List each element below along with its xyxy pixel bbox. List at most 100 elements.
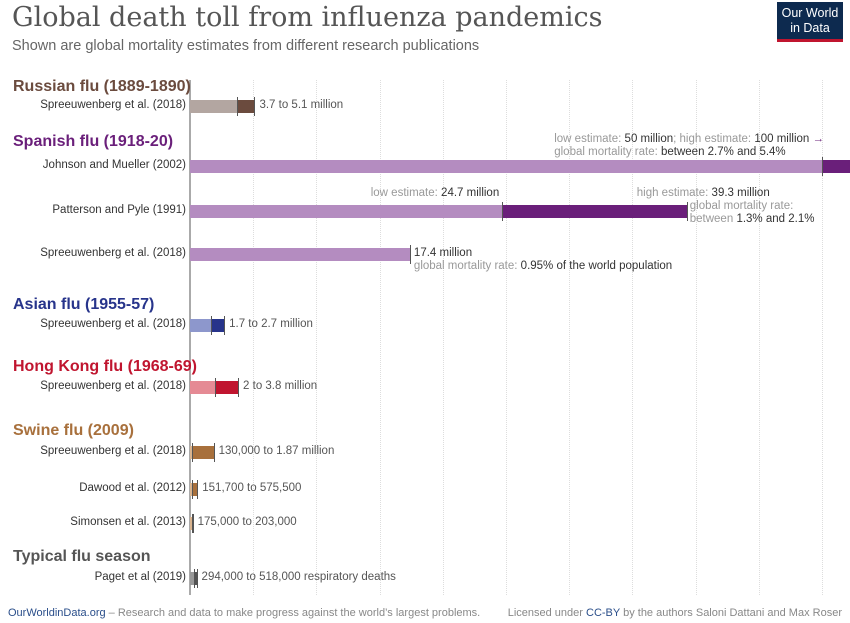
rate-value: 0.95% of the world population bbox=[520, 260, 673, 272]
row-label: Dawood et al. (2012) bbox=[79, 482, 186, 494]
gridline bbox=[506, 80, 507, 595]
bar-low bbox=[190, 248, 410, 261]
bar-low bbox=[190, 160, 822, 173]
value-label: 130,000 to 1.87 million bbox=[218, 445, 335, 457]
bar-range bbox=[211, 319, 225, 332]
high-annotation: high estimate: 39.3 million bbox=[637, 187, 770, 200]
tick-low bbox=[236, 97, 238, 116]
tick-high bbox=[409, 245, 411, 264]
value-annotation: 17.4 million global mortality rate: 0.95%… bbox=[414, 247, 672, 273]
bar-range bbox=[191, 446, 214, 459]
tick-high bbox=[238, 378, 240, 397]
rate-value: between 2.7% and 5.4% bbox=[660, 146, 786, 158]
arrow-right-icon: → bbox=[812, 133, 825, 145]
bar-range bbox=[236, 100, 255, 113]
value-label: 151,700 to 575,500 bbox=[202, 482, 302, 494]
gridline bbox=[379, 80, 381, 595]
value-label: 294,000 to 518,000 respiratory deaths bbox=[201, 571, 396, 583]
high-key: ; high estimate: bbox=[673, 133, 755, 145]
row-label: Paget et al (2019) bbox=[94, 571, 186, 583]
high-key: high estimate: bbox=[636, 187, 712, 199]
row-label: Johnson and Mueller (2002) bbox=[42, 159, 186, 171]
row-label: Spreeuwenberg et al. (2018) bbox=[40, 99, 186, 111]
bar-low bbox=[190, 381, 216, 394]
bar-low bbox=[190, 319, 212, 332]
group-label: Russian flu (1889-1890) bbox=[13, 78, 191, 95]
group-label: Swine flu (2009) bbox=[13, 422, 134, 439]
bar-range bbox=[193, 572, 197, 585]
bar-range bbox=[191, 483, 198, 496]
bar-low bbox=[190, 205, 503, 218]
tick-high bbox=[213, 443, 215, 462]
tick-low bbox=[211, 316, 213, 335]
row-label: Spreeuwenberg et al. (2018) bbox=[40, 380, 186, 392]
low-key: low estimate: bbox=[554, 133, 625, 145]
group-label: Asian flu (1955-57) bbox=[13, 296, 155, 313]
value-label: 1.7 to 2.7 million bbox=[229, 318, 313, 330]
tick-low bbox=[502, 202, 504, 221]
axis-line bbox=[189, 80, 191, 595]
chart-subtitle: Shown are global mortality estimates fro… bbox=[12, 38, 480, 54]
footer-right: Licensed under CC-BY by the authors Salo… bbox=[508, 607, 842, 619]
value-label: 3.7 to 5.1 million bbox=[259, 99, 344, 111]
gridline bbox=[253, 80, 255, 595]
high-value: 39.3 million bbox=[711, 187, 770, 199]
bar-low bbox=[190, 100, 237, 113]
row-label: Simonsen et al. (2013) bbox=[70, 516, 186, 528]
license-post: by the authors Saloni Dattani and Max Ro… bbox=[620, 607, 842, 619]
tick-low bbox=[191, 480, 193, 499]
row-label: Spreeuwenberg et al. (2018) bbox=[40, 247, 186, 259]
low-annotation: low estimate: 24.7 million bbox=[371, 187, 499, 200]
gridline bbox=[442, 80, 444, 595]
high-value: 100 million bbox=[754, 133, 810, 145]
row-label: Patterson and Pyle (1991) bbox=[52, 204, 186, 216]
rate-annotation: global mortality rate: between 1.3% and 2… bbox=[690, 200, 815, 226]
tick-high bbox=[197, 480, 199, 499]
tick-high bbox=[192, 514, 194, 533]
rate-key: global mortality rate: bbox=[413, 260, 521, 272]
owid-logo[interactable]: Our World in Data bbox=[777, 2, 843, 42]
site-link[interactable]: OurWorldinData.org bbox=[8, 607, 106, 619]
tick-high bbox=[686, 202, 688, 221]
bar-low bbox=[190, 517, 193, 530]
tick-high bbox=[224, 316, 226, 335]
tick-high bbox=[254, 97, 256, 116]
rate-key-2: between bbox=[689, 213, 737, 225]
bar-low bbox=[190, 483, 192, 496]
rate-key: global mortality rate: bbox=[554, 146, 661, 158]
bar-low bbox=[190, 446, 192, 459]
low-value: 24.7 million bbox=[441, 187, 500, 199]
value: 17.4 million bbox=[413, 247, 473, 259]
bar-range bbox=[502, 205, 687, 218]
gridline bbox=[632, 80, 634, 595]
gridline bbox=[758, 80, 760, 595]
tick-low bbox=[215, 378, 217, 397]
tick-low bbox=[191, 443, 193, 462]
tick-low bbox=[822, 157, 823, 176]
value-label: 175,000 to 203,000 bbox=[197, 516, 297, 528]
row-label: Spreeuwenberg et al. (2018) bbox=[40, 445, 186, 457]
group-label: Spanish flu (1918-20) bbox=[13, 133, 174, 150]
footer-left: OurWorldinData.org – Research and data t… bbox=[8, 607, 480, 619]
rate-value: 1.3% and 2.1% bbox=[736, 213, 815, 225]
bar-range bbox=[822, 160, 850, 173]
value-label: 2 to 3.8 million bbox=[243, 380, 318, 392]
gridline bbox=[316, 80, 318, 595]
bar-range bbox=[215, 381, 239, 394]
tick-high bbox=[196, 569, 198, 588]
value-annotation: low estimate: 50 million; high estimate:… bbox=[554, 133, 824, 159]
gridline bbox=[695, 80, 697, 595]
tagline: – Research and data to make progress aga… bbox=[105, 607, 481, 619]
group-label: Hong Kong flu (1968-69) bbox=[13, 358, 198, 375]
rate-key: global mortality rate: bbox=[689, 200, 794, 212]
low-value: 50 million bbox=[624, 133, 674, 145]
tick-low bbox=[193, 569, 195, 588]
group-label: Typical flu season bbox=[13, 548, 151, 565]
row-label: Spreeuwenberg et al. (2018) bbox=[40, 318, 186, 330]
license-pre: Licensed under bbox=[507, 607, 586, 619]
gridline bbox=[822, 80, 823, 595]
gridline bbox=[569, 80, 571, 595]
chart-title: Global death toll from influenza pandemi… bbox=[12, 2, 603, 33]
license-link[interactable]: CC-BY bbox=[586, 607, 621, 619]
